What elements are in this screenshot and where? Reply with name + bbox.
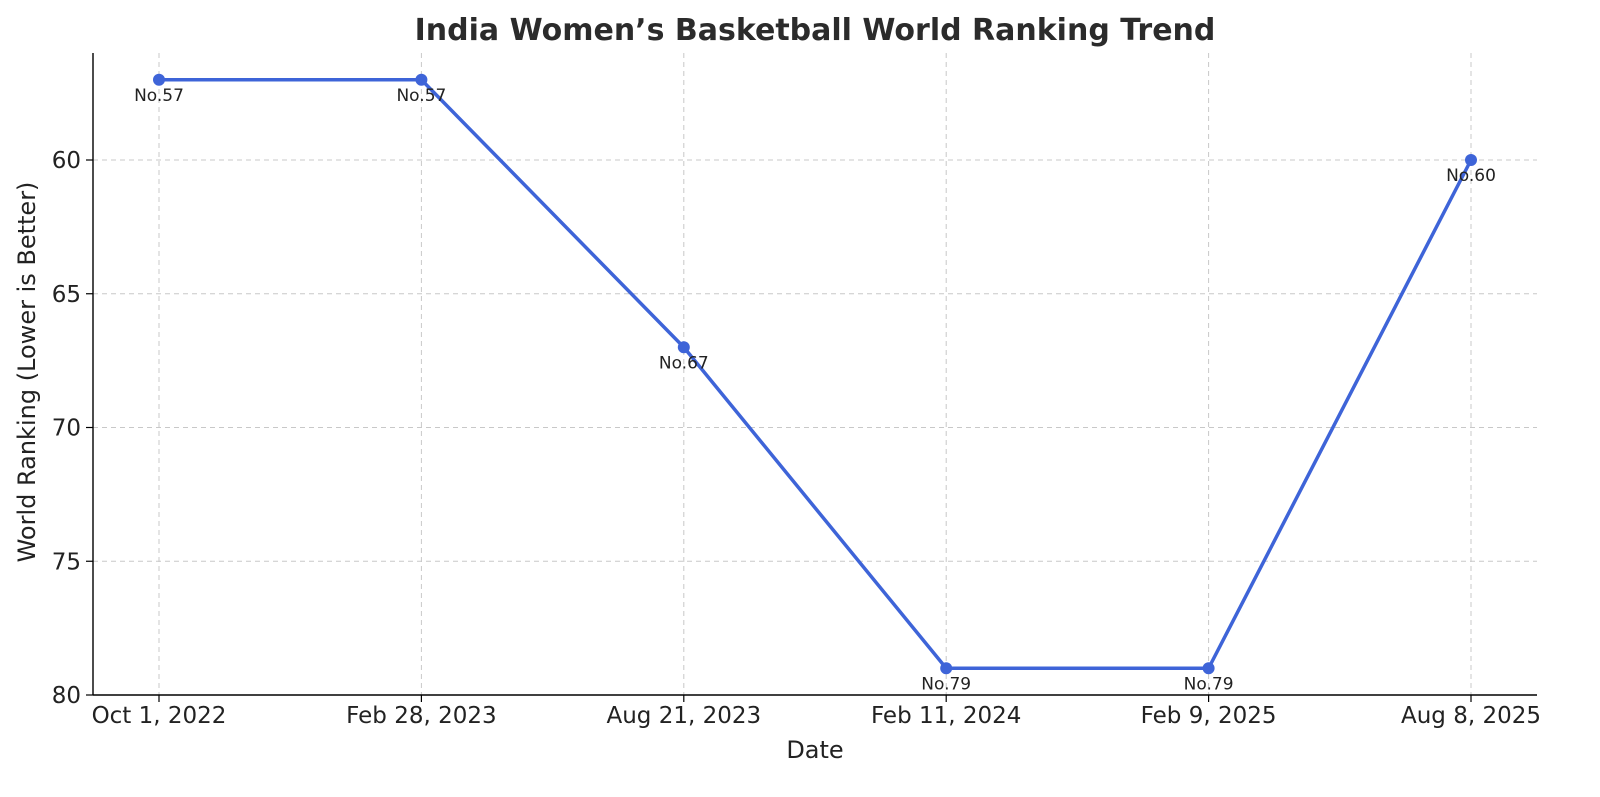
x-tick-label: Feb 11, 2024 [871,703,1021,729]
data-point [415,73,428,86]
x-tick-label: Oct 1, 2022 [92,703,227,729]
grid-lines [93,53,1537,696]
data-point [677,341,690,354]
x-axis-label: Date [786,736,843,764]
data-point [940,662,953,675]
data-label: No.67 [659,353,709,373]
data-label: No.79 [921,674,971,694]
chart-title: India Women’s Basketball World Ranking T… [415,13,1216,48]
y-axis-label: World Ranking (Lower is Better) [13,182,41,563]
data-label: No.79 [1184,674,1234,694]
y-tick-label: 70 [52,416,81,442]
data-label: No.60 [1446,166,1496,186]
data-point [153,73,165,86]
x-tick-label: Aug 8, 2025 [1401,703,1541,729]
x-tick-label: Feb 9, 2025 [1141,703,1277,729]
series-line-group [153,73,1477,675]
x-tick-label: Aug 21, 2023 [606,703,761,729]
x-tick-label: Feb 28, 2023 [346,703,496,729]
data-label: No.57 [396,86,446,106]
data-point [1465,154,1477,166]
y-tick-label: 75 [52,549,81,575]
data-labels: No.57 No.57 No.67 No.79 No.79 No.60 [134,86,1496,695]
y-tick-label: 65 [52,282,81,308]
data-point [1202,662,1215,675]
axes: Oct 1, 2022 Feb 28, 2023 Aug 21, 2023 Feb 1… [52,53,1541,729]
series-line [157,78,1473,670]
data-label: No.57 [134,86,184,106]
y-tick-label: 80 [52,683,81,709]
y-tick-label: 60 [52,148,81,174]
